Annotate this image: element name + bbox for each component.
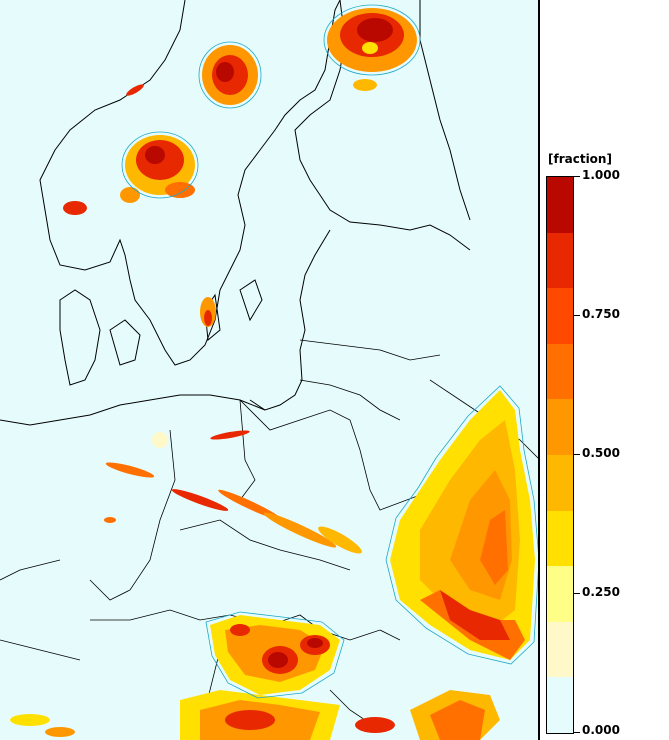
contour-outlines <box>121 4 540 699</box>
fraction-field <box>10 8 535 740</box>
tick-label-05: 0.500 <box>582 446 620 460</box>
colorbar-segment <box>547 455 573 511</box>
colorbar-segment <box>547 510 573 567</box>
tick-label-1: 1.000 <box>582 168 620 182</box>
tick-label-075: 0.750 <box>582 307 620 321</box>
colorbar-segment <box>547 288 573 344</box>
colorbar-segment <box>547 177 573 233</box>
colorbar-segment <box>547 621 573 678</box>
tick-mark <box>574 315 580 316</box>
colorbar-segment <box>547 343 573 400</box>
tick-mark <box>574 732 580 733</box>
colorbar-segment <box>547 232 573 289</box>
map-canvas <box>0 0 540 740</box>
tick-mark <box>574 593 580 594</box>
legend-title: [fraction] <box>548 152 612 166</box>
colorbar <box>546 176 574 734</box>
colorbar-segment <box>547 677 573 733</box>
tick-mark <box>574 454 580 455</box>
colorbar-segment <box>547 566 573 622</box>
colorbar-segment <box>547 399 573 455</box>
tick-label-0: 0.000 <box>582 723 620 737</box>
map-border <box>538 0 540 740</box>
tick-label-025: 0.250 <box>582 585 620 599</box>
country-borders <box>0 339 540 731</box>
tick-mark <box>574 176 580 177</box>
map-panel <box>0 0 540 740</box>
